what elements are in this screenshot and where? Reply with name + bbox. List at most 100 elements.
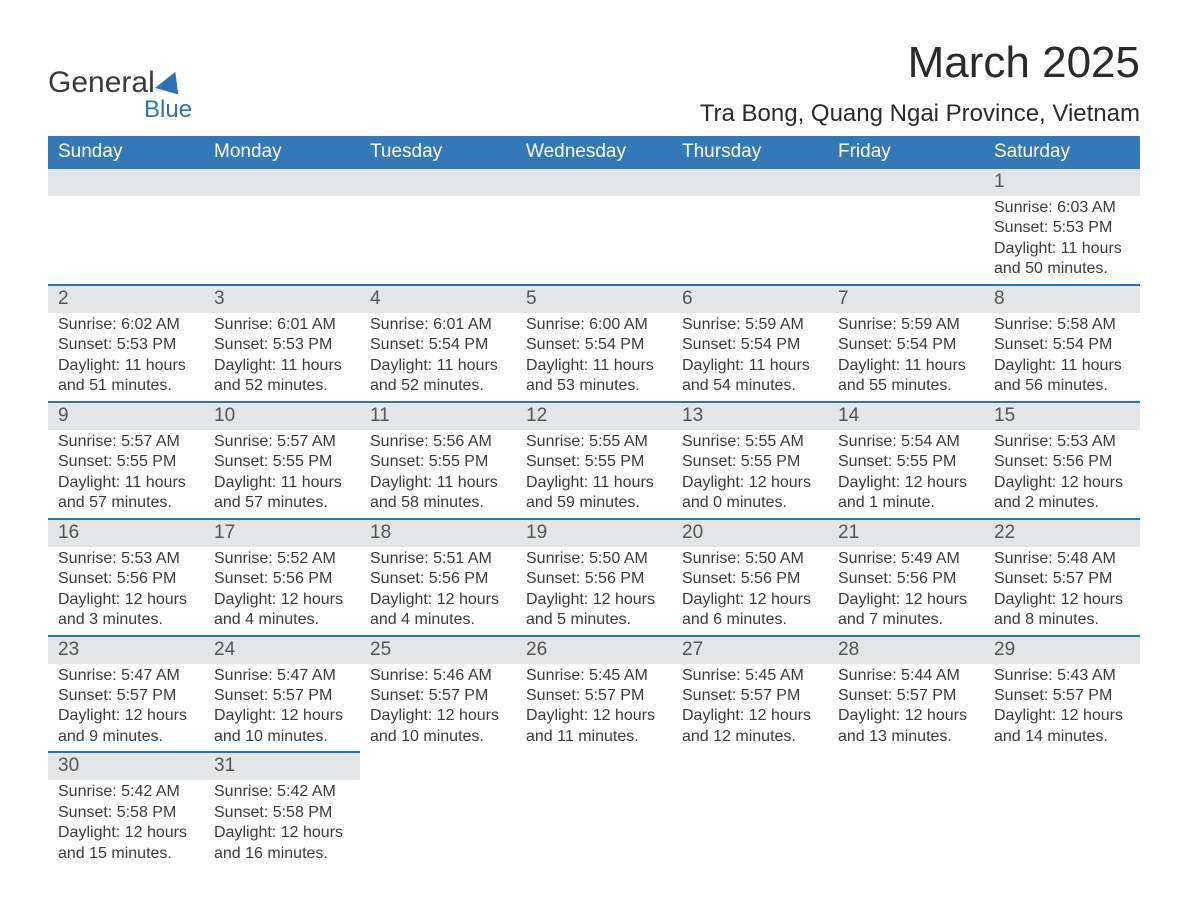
calendar-day-cell: 11Sunrise: 5:56 AMSunset: 5:55 PMDayligh… (360, 402, 516, 519)
day-data: Sunrise: 5:44 AMSunset: 5:57 PMDaylight:… (828, 664, 984, 752)
calendar-day-cell: 21Sunrise: 5:49 AMSunset: 5:56 PMDayligh… (828, 519, 984, 636)
sunset-line: Sunset: 5:55 PM (526, 452, 662, 472)
day-number: 14 (828, 403, 984, 430)
calendar-day-cell: 4Sunrise: 6:01 AMSunset: 5:54 PMDaylight… (360, 285, 516, 402)
day-number: 30 (48, 753, 204, 780)
weekday-header: Monday (204, 136, 360, 169)
calendar-day-cell (828, 752, 984, 868)
day-number: 29 (984, 637, 1140, 664)
sunrise-line: Sunrise: 5:44 AM (838, 666, 974, 686)
sunset-line: Sunset: 5:56 PM (994, 452, 1130, 472)
logo-word-general: General (48, 66, 155, 100)
sunrise-line: Sunrise: 5:55 AM (682, 432, 818, 452)
day-data (516, 196, 672, 280)
sunrise-line: Sunrise: 5:48 AM (994, 549, 1130, 569)
calendar-day-cell: 5Sunrise: 6:00 AMSunset: 5:54 PMDaylight… (516, 285, 672, 402)
sunset-line: Sunset: 5:57 PM (994, 569, 1130, 589)
daylight-line: Daylight: 11 hours and 50 minutes. (994, 239, 1130, 280)
calendar-day-cell: 18Sunrise: 5:51 AMSunset: 5:56 PMDayligh… (360, 519, 516, 636)
calendar-day-cell: 22Sunrise: 5:48 AMSunset: 5:57 PMDayligh… (984, 519, 1140, 636)
day-data (672, 196, 828, 280)
daylight-line: Daylight: 12 hours and 2 minutes. (994, 473, 1130, 514)
daylight-line: Daylight: 11 hours and 53 minutes. (526, 356, 662, 397)
daylight-line: Daylight: 11 hours and 51 minutes. (58, 356, 194, 397)
calendar-day-cell: 6Sunrise: 5:59 AMSunset: 5:54 PMDaylight… (672, 285, 828, 402)
daylight-line: Daylight: 11 hours and 52 minutes. (370, 356, 506, 397)
sunset-line: Sunset: 5:53 PM (994, 218, 1130, 238)
calendar-day-cell: 31Sunrise: 5:42 AMSunset: 5:58 PMDayligh… (204, 752, 360, 868)
day-data: Sunrise: 5:50 AMSunset: 5:56 PMDaylight:… (672, 547, 828, 635)
day-data: Sunrise: 5:45 AMSunset: 5:57 PMDaylight:… (516, 664, 672, 752)
calendar-day-cell (516, 752, 672, 868)
day-data: Sunrise: 6:00 AMSunset: 5:54 PMDaylight:… (516, 313, 672, 401)
daylight-line: Daylight: 12 hours and 10 minutes. (370, 706, 506, 747)
day-number (984, 752, 1140, 779)
day-data: Sunrise: 5:51 AMSunset: 5:56 PMDaylight:… (360, 547, 516, 635)
sunset-line: Sunset: 5:57 PM (994, 686, 1130, 706)
logo-word-blue: Blue (144, 96, 192, 124)
sunrise-line: Sunrise: 5:49 AM (838, 549, 974, 569)
day-data: Sunrise: 5:55 AMSunset: 5:55 PMDaylight:… (672, 430, 828, 518)
daylight-line: Daylight: 11 hours and 59 minutes. (526, 473, 662, 514)
sunset-line: Sunset: 5:56 PM (526, 569, 662, 589)
sunset-line: Sunset: 5:55 PM (58, 452, 194, 472)
calendar-day-cell: 7Sunrise: 5:59 AMSunset: 5:54 PMDaylight… (828, 285, 984, 402)
calendar-day-cell: 12Sunrise: 5:55 AMSunset: 5:55 PMDayligh… (516, 402, 672, 519)
calendar-day-cell: 28Sunrise: 5:44 AMSunset: 5:57 PMDayligh… (828, 636, 984, 753)
daylight-line: Daylight: 11 hours and 55 minutes. (838, 356, 974, 397)
daylight-line: Daylight: 12 hours and 12 minutes. (682, 706, 818, 747)
day-data: Sunrise: 5:43 AMSunset: 5:57 PMDaylight:… (984, 664, 1140, 752)
calendar-day-cell: 30Sunrise: 5:42 AMSunset: 5:58 PMDayligh… (48, 752, 204, 868)
day-number (204, 169, 360, 196)
weekday-header: Friday (828, 136, 984, 169)
sunrise-line: Sunrise: 5:47 AM (58, 666, 194, 686)
day-number: 19 (516, 520, 672, 547)
sunset-line: Sunset: 5:56 PM (58, 569, 194, 589)
day-data: Sunrise: 5:53 AMSunset: 5:56 PMDaylight:… (984, 430, 1140, 518)
daylight-line: Daylight: 12 hours and 3 minutes. (58, 590, 194, 631)
weekday-header: Tuesday (360, 136, 516, 169)
daylight-line: Daylight: 11 hours and 52 minutes. (214, 356, 350, 397)
calendar-day-cell: 19Sunrise: 5:50 AMSunset: 5:56 PMDayligh… (516, 519, 672, 636)
sunset-line: Sunset: 5:57 PM (370, 686, 506, 706)
day-number: 23 (48, 637, 204, 664)
day-number: 8 (984, 286, 1140, 313)
sunrise-line: Sunrise: 5:42 AM (214, 782, 350, 802)
sunset-line: Sunset: 5:57 PM (214, 686, 350, 706)
day-number (360, 752, 516, 779)
sunset-line: Sunset: 5:55 PM (214, 452, 350, 472)
day-number: 17 (204, 520, 360, 547)
day-number: 24 (204, 637, 360, 664)
calendar-day-cell (48, 169, 204, 285)
sunrise-line: Sunrise: 5:50 AM (526, 549, 662, 569)
day-number (828, 169, 984, 196)
calendar-week-row: 30Sunrise: 5:42 AMSunset: 5:58 PMDayligh… (48, 752, 1140, 868)
calendar-week-row: 23Sunrise: 5:47 AMSunset: 5:57 PMDayligh… (48, 636, 1140, 753)
sunset-line: Sunset: 5:54 PM (682, 335, 818, 355)
calendar-day-cell: 24Sunrise: 5:47 AMSunset: 5:57 PMDayligh… (204, 636, 360, 753)
day-number: 26 (516, 637, 672, 664)
day-number: 3 (204, 286, 360, 313)
day-data (672, 779, 828, 785)
sunset-line: Sunset: 5:56 PM (682, 569, 818, 589)
sunset-line: Sunset: 5:53 PM (58, 335, 194, 355)
day-data (360, 779, 516, 785)
day-number: 16 (48, 520, 204, 547)
day-number: 5 (516, 286, 672, 313)
calendar-day-cell: 27Sunrise: 5:45 AMSunset: 5:57 PMDayligh… (672, 636, 828, 753)
day-number (828, 752, 984, 779)
calendar-week-row: 9Sunrise: 5:57 AMSunset: 5:55 PMDaylight… (48, 402, 1140, 519)
day-number (672, 169, 828, 196)
day-data: Sunrise: 5:42 AMSunset: 5:58 PMDaylight:… (204, 780, 360, 868)
calendar-day-cell: 13Sunrise: 5:55 AMSunset: 5:55 PMDayligh… (672, 402, 828, 519)
title-block: March 2025 Tra Bong, Quang Ngai Province… (700, 38, 1140, 136)
day-data: Sunrise: 6:03 AMSunset: 5:53 PMDaylight:… (984, 196, 1140, 284)
weekday-header: Thursday (672, 136, 828, 169)
sunset-line: Sunset: 5:54 PM (370, 335, 506, 355)
calendar-week-row: 2Sunrise: 6:02 AMSunset: 5:53 PMDaylight… (48, 285, 1140, 402)
calendar-day-cell: 23Sunrise: 5:47 AMSunset: 5:57 PMDayligh… (48, 636, 204, 753)
day-data: Sunrise: 5:49 AMSunset: 5:56 PMDaylight:… (828, 547, 984, 635)
sunrise-line: Sunrise: 5:45 AM (526, 666, 662, 686)
calendar-day-cell (516, 169, 672, 285)
calendar-day-cell: 25Sunrise: 5:46 AMSunset: 5:57 PMDayligh… (360, 636, 516, 753)
